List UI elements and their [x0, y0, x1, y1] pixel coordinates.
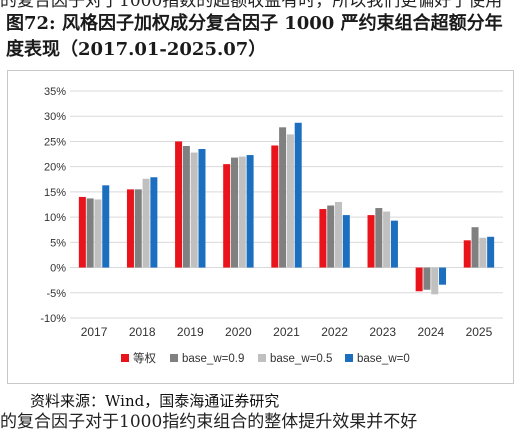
legend-swatch — [345, 354, 353, 362]
source-note: 资料来源：Wind，国泰海通证券研究 — [30, 392, 280, 410]
x-tick-label: 2017 — [81, 325, 108, 339]
bar — [431, 267, 439, 295]
x-tick-label: 2022 — [321, 325, 348, 339]
legend-label: base_w=0 — [357, 353, 410, 365]
bar — [238, 156, 246, 268]
next-paragraph-fragment: 的复合因子对于1000指约束组合的整体提升效果并不好 — [0, 412, 418, 432]
bar — [150, 177, 158, 268]
y-tick-label: 20% — [44, 162, 66, 174]
bar — [246, 155, 254, 268]
grid-layer — [70, 90, 503, 319]
legend-label: base_w=0.9 — [182, 353, 244, 365]
x-axis-ticks: 2017 2018 2019 2020 2021 2022 2023 2024 2025 — [81, 325, 493, 339]
figure-title: 图72: 风格因子加权成分复合因子 1000 严约束组合超额分年度表现（2017… — [6, 13, 503, 60]
bar — [327, 205, 335, 268]
legend-swatch — [258, 354, 266, 362]
y-tick-label: 5% — [50, 237, 66, 249]
y-tick-label: 30% — [44, 111, 66, 123]
bar — [487, 236, 495, 268]
x-tick-label: 2023 — [369, 325, 396, 339]
legend-label: base_w=0.5 — [270, 353, 332, 365]
y-tick-label: 35% — [44, 86, 66, 98]
x-tick-label: 2025 — [466, 325, 493, 339]
bar — [375, 208, 383, 268]
bar — [390, 220, 398, 268]
chart-frame: -10% -5% 0% 5% 10% 15% 20% 25% 30% 35% 2017 2018 20… — [7, 70, 514, 384]
y-axis-ticks: -10% -5% 0% 5% 10% 15% 20% 25% 30% 35% — [40, 86, 66, 325]
previous-paragraph-fragment: 的复合因子对于1000指数的超额收益有时，所以我们更偏好于使用 — [0, 0, 503, 11]
bar — [463, 240, 471, 268]
bar — [78, 196, 86, 268]
bar — [415, 267, 423, 292]
bar — [198, 149, 206, 268]
y-tick-label: 25% — [44, 136, 66, 148]
bar — [142, 178, 150, 268]
bar — [479, 237, 487, 268]
x-tick-label: 2021 — [273, 325, 300, 339]
bar — [126, 189, 134, 268]
x-tick-label: 2020 — [225, 325, 252, 339]
bar — [230, 157, 238, 268]
x-tick-label: 2018 — [129, 325, 156, 339]
bar — [342, 215, 350, 268]
bar — [383, 211, 391, 268]
bar — [279, 127, 287, 268]
bar — [319, 209, 327, 268]
bars — [78, 122, 495, 295]
bar — [367, 215, 375, 268]
bar — [134, 189, 142, 268]
bar — [335, 201, 343, 268]
legend-swatch — [170, 354, 178, 362]
y-tick-label: -5% — [46, 288, 66, 300]
y-tick-label: 15% — [44, 187, 66, 199]
bar — [271, 145, 279, 268]
bar-chart: -10%-5%0%5%10%15%20%25%30%35% 2017 2018 20… — [40, 86, 503, 365]
y-tick-label: -10% — [40, 313, 66, 325]
bar — [439, 267, 447, 285]
bar — [286, 134, 294, 268]
y-tick-label: 10% — [44, 212, 66, 224]
legend: 等权 base_w=0.9 base_w=0.5 base_w=0 — [121, 351, 410, 365]
bar — [94, 199, 102, 268]
bar — [471, 227, 479, 268]
legend-label: 等权 — [133, 351, 156, 365]
x-tick-label: 2024 — [417, 325, 444, 339]
bar — [294, 122, 302, 268]
x-tick-label: 2019 — [177, 325, 204, 339]
bar — [86, 198, 94, 268]
bar — [102, 185, 110, 268]
legend-swatch — [121, 354, 129, 362]
y-tick-label: 0% — [50, 263, 66, 275]
bar — [175, 141, 183, 268]
bar — [190, 152, 198, 268]
bar — [223, 164, 231, 268]
bar — [423, 267, 431, 290]
bar — [182, 145, 190, 268]
